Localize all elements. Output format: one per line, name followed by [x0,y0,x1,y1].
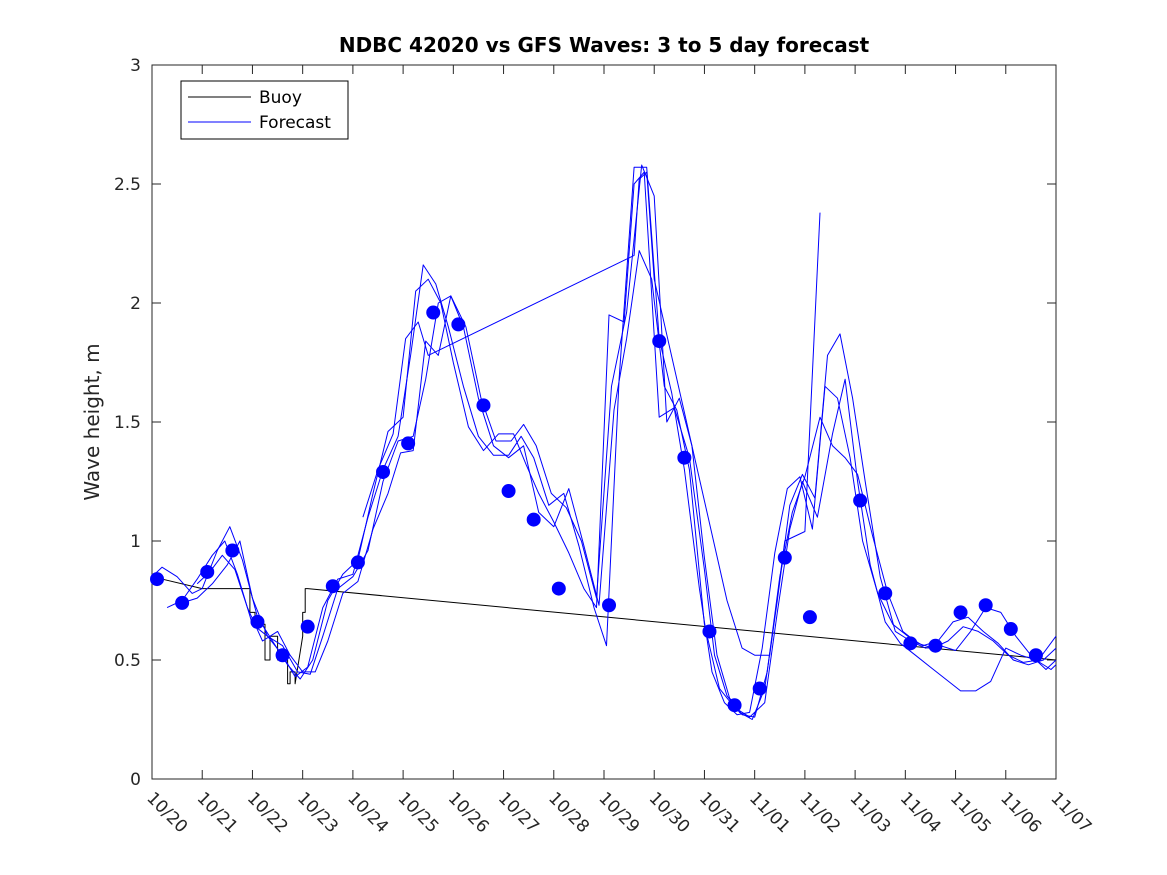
legend-forecast-label: Forecast [259,113,331,133]
forecast-series-line-5 [362,171,821,656]
forecast-marker [702,624,717,639]
forecast-marker [426,305,441,320]
forecast-marker [551,581,566,596]
forecast-marker [652,334,667,349]
forecast-marker [928,638,943,653]
forecast-marker [953,605,968,620]
forecast-marker [476,398,491,413]
legend-buoy-label: Buoy [259,88,302,108]
forecast-marker [501,484,516,499]
forecast-marker [376,464,391,479]
forecast-marker [300,619,315,634]
forecast-marker [677,450,692,465]
forecast-marker [200,564,215,579]
y-tick-label: 2 [130,294,141,314]
forecast-marker [275,648,290,663]
forecast-marker [401,436,416,451]
chart-title: NDBC 42020 vs GFS Waves: 3 to 5 day fore… [339,33,870,57]
forecast-marker [853,493,868,508]
forecast-series-line-1 [151,171,1057,720]
marker-layer [150,305,1043,713]
y-tick-label: 1.5 [114,413,141,433]
y-tick-label: 3 [130,56,141,76]
y-tick-label: 2.5 [114,175,141,195]
forecast-marker [350,555,365,570]
plot-area: 00.511.522.53 10/20 10/21 10/22 10/23 10/24 1… [114,56,1095,837]
forecast-marker [727,698,742,713]
forecast-marker [175,595,190,610]
forecast-marker [1028,648,1043,663]
forecast-marker [903,636,918,651]
y-tick-label: 0 [130,770,141,790]
forecast-marker [325,579,340,594]
y-tick-label: 1 [130,532,141,552]
forecast-marker [777,550,792,565]
forecast-series-line-4 [196,250,1057,718]
forecast-marker [752,681,767,696]
forecast-series-line-3 [181,164,1057,718]
forecast-marker [250,614,265,629]
forecast-marker [978,598,993,613]
y-tick-labels: 0 0.5 1 1.5 2 2.5 3 [114,56,141,790]
legend-box [180,80,349,140]
forecast-marker [602,598,617,613]
forecast-marker [150,572,165,587]
forecast-marker [526,512,541,527]
forecast-marker [451,317,466,332]
forecast-marker [1003,622,1018,637]
legend: Buoy Forecast [180,80,349,140]
forecast-marker [878,586,893,601]
y-tick-label: 0.5 [114,651,141,671]
y-axis-label: Wave height, m [80,343,104,500]
forecast-marker [225,543,240,558]
forecast-marker [802,610,817,625]
